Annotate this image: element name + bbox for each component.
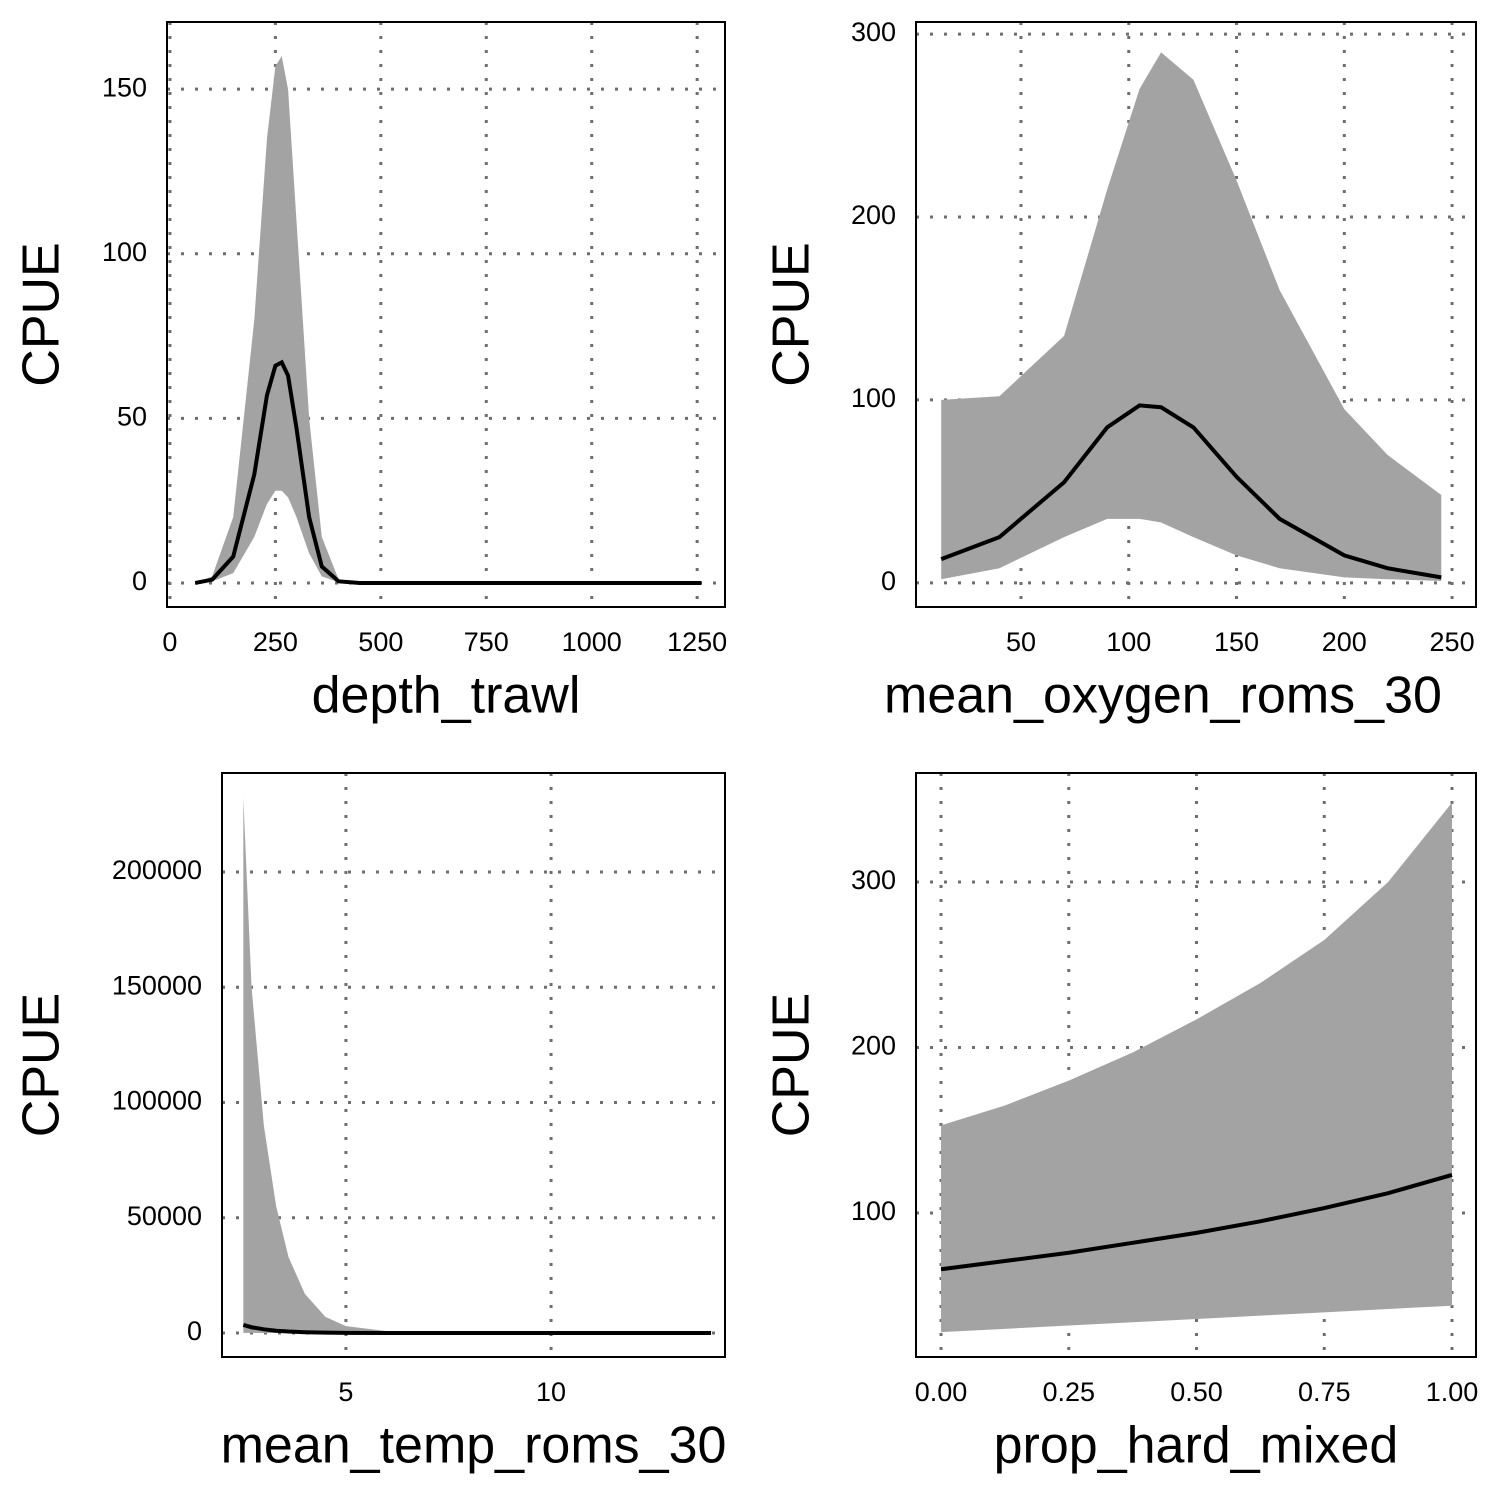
plot-frame — [915, 21, 1477, 608]
line — [242, 1323, 712, 1335]
line — [194, 359, 702, 585]
y-tick-label: 50 — [117, 401, 147, 431]
x-tick-label: 50 — [1006, 627, 1036, 657]
x-tick-label: 5 — [338, 1377, 353, 1407]
y-axis-title: CPUE — [13, 993, 71, 1137]
x-tick-label: 1.00 — [1426, 1377, 1479, 1407]
y-axis-title: CPUE — [763, 242, 821, 386]
x-tick-label: 0.50 — [1170, 1377, 1223, 1407]
y-axis-title: CPUE — [13, 242, 71, 386]
x-tick-label: 750 — [464, 627, 509, 657]
line — [940, 1173, 1453, 1272]
y-tick-label: 200000 — [112, 855, 202, 885]
plot-frame — [915, 772, 1477, 1358]
line — [940, 403, 1442, 580]
y-tick-label: 100 — [851, 1196, 896, 1226]
x-axis-title: mean_temp_roms_30 — [221, 1417, 727, 1475]
x-axis-title: depth_trawl — [312, 667, 581, 725]
y-tick-label: 0 — [881, 566, 896, 596]
x-tick-label: 10 — [536, 1377, 566, 1407]
x-tick-label: 250 — [1430, 627, 1475, 657]
confidence-band — [243, 798, 712, 1334]
x-tick-label: 0.25 — [1042, 1377, 1095, 1407]
y-tick-label: 0 — [132, 566, 147, 596]
y-tick-label: 150000 — [112, 970, 202, 1000]
x-tick-label: 0.75 — [1298, 1377, 1351, 1407]
x-axis-title: mean_oxygen_roms_30 — [884, 667, 1442, 725]
y-tick-label: 300 — [851, 865, 896, 895]
y-tick-label: 100 — [102, 237, 147, 267]
y-tick-label: 50000 — [127, 1201, 202, 1231]
y-axis-title: CPUE — [763, 993, 821, 1137]
x-tick-label: 100 — [1106, 627, 1151, 657]
y-tick-label: 300 — [851, 17, 896, 47]
x-tick-label: 0.00 — [915, 1377, 968, 1407]
y-tick-label: 200 — [851, 1031, 896, 1061]
x-tick-label: 200 — [1322, 627, 1367, 657]
y-tick-label: 0 — [187, 1316, 202, 1346]
x-tick-label: 500 — [358, 627, 403, 657]
x-tick-label: 0 — [162, 627, 177, 657]
x-tick-label: 250 — [253, 627, 298, 657]
x-axis-title: prop_hard_mixed — [994, 1417, 1399, 1475]
confidence-band — [941, 802, 1452, 1333]
plot-frame — [221, 772, 726, 1358]
y-tick-label: 200 — [851, 200, 896, 230]
x-tick-label: 150 — [1214, 627, 1259, 657]
confidence-band — [195, 56, 702, 583]
plot-frame — [166, 21, 726, 608]
y-tick-label: 100 — [851, 383, 896, 413]
y-tick-label: 150 — [102, 72, 147, 102]
confidence-band — [941, 52, 1442, 582]
x-tick-label: 1000 — [562, 627, 622, 657]
x-tick-label: 1250 — [667, 627, 727, 657]
y-tick-label: 100000 — [112, 1086, 202, 1116]
